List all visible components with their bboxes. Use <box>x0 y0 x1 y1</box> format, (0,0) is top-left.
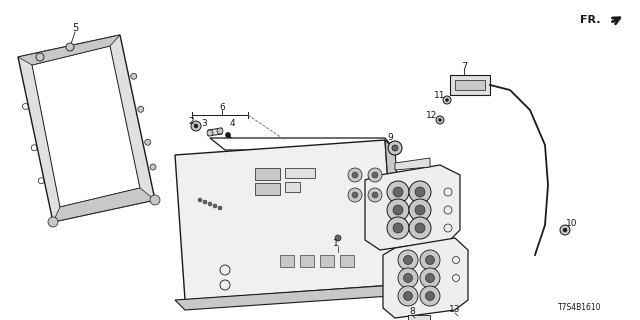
Circle shape <box>191 121 201 131</box>
Polygon shape <box>385 140 405 290</box>
Circle shape <box>66 43 74 51</box>
Circle shape <box>420 250 440 270</box>
Bar <box>255 168 280 180</box>
Circle shape <box>150 164 156 170</box>
Text: 6: 6 <box>219 102 225 111</box>
Circle shape <box>352 192 358 198</box>
Circle shape <box>352 172 358 178</box>
Circle shape <box>445 99 449 101</box>
Circle shape <box>563 228 567 232</box>
Circle shape <box>207 130 213 136</box>
Circle shape <box>393 205 403 215</box>
Circle shape <box>398 268 418 288</box>
Circle shape <box>150 195 160 205</box>
Bar <box>455 80 485 90</box>
Circle shape <box>403 255 413 265</box>
Circle shape <box>387 181 409 203</box>
Circle shape <box>392 145 398 151</box>
Text: FR.: FR. <box>580 15 600 25</box>
Circle shape <box>198 198 202 202</box>
Polygon shape <box>18 35 155 222</box>
Circle shape <box>213 204 217 208</box>
Circle shape <box>372 172 378 178</box>
Polygon shape <box>32 46 140 207</box>
Text: 8: 8 <box>409 308 415 316</box>
Circle shape <box>436 116 444 124</box>
Circle shape <box>415 205 425 215</box>
Circle shape <box>348 188 362 202</box>
Circle shape <box>393 187 403 197</box>
Circle shape <box>420 268 440 288</box>
Circle shape <box>403 274 413 283</box>
Circle shape <box>36 53 44 61</box>
Bar <box>340 255 354 267</box>
Circle shape <box>387 217 409 239</box>
Text: 11: 11 <box>435 92 445 100</box>
Circle shape <box>388 141 402 155</box>
Circle shape <box>372 192 378 198</box>
Circle shape <box>415 223 425 233</box>
Bar <box>280 255 294 267</box>
Text: T7S4B1610: T7S4B1610 <box>558 303 602 313</box>
Circle shape <box>409 181 431 203</box>
Circle shape <box>145 139 151 145</box>
Circle shape <box>203 200 207 204</box>
Bar <box>285 168 315 178</box>
Circle shape <box>194 124 198 128</box>
Circle shape <box>426 292 435 300</box>
Polygon shape <box>208 128 222 136</box>
Circle shape <box>335 235 341 241</box>
Circle shape <box>48 217 58 227</box>
Circle shape <box>393 223 403 233</box>
Circle shape <box>403 292 413 300</box>
Text: 9: 9 <box>387 133 393 142</box>
Circle shape <box>218 206 222 210</box>
Circle shape <box>438 118 442 122</box>
Circle shape <box>420 286 440 306</box>
Circle shape <box>348 168 362 182</box>
Circle shape <box>387 199 409 221</box>
Text: 3: 3 <box>201 119 207 129</box>
Circle shape <box>409 217 431 239</box>
Text: 5: 5 <box>72 23 78 33</box>
Circle shape <box>138 106 144 112</box>
Polygon shape <box>383 238 468 318</box>
Circle shape <box>443 96 451 104</box>
Circle shape <box>217 128 223 134</box>
Circle shape <box>409 199 431 221</box>
Text: 10: 10 <box>566 219 578 228</box>
Polygon shape <box>53 188 155 222</box>
Circle shape <box>426 255 435 265</box>
Text: 1: 1 <box>333 238 339 247</box>
Polygon shape <box>395 158 430 170</box>
Polygon shape <box>175 140 395 300</box>
Circle shape <box>225 132 230 138</box>
Text: 12: 12 <box>426 111 438 121</box>
Polygon shape <box>408 315 430 320</box>
Text: 7: 7 <box>461 62 467 72</box>
Polygon shape <box>450 75 490 95</box>
Circle shape <box>208 202 212 206</box>
Bar <box>285 182 300 192</box>
Bar <box>300 255 314 267</box>
Polygon shape <box>365 165 460 250</box>
Text: 4: 4 <box>229 118 235 127</box>
Text: 13: 13 <box>449 306 461 315</box>
Circle shape <box>131 73 137 79</box>
Polygon shape <box>175 285 405 310</box>
Circle shape <box>398 250 418 270</box>
Circle shape <box>560 225 570 235</box>
Circle shape <box>398 286 418 306</box>
Circle shape <box>368 168 382 182</box>
Circle shape <box>415 187 425 197</box>
Circle shape <box>368 188 382 202</box>
Circle shape <box>426 274 435 283</box>
Bar <box>320 255 334 267</box>
Bar <box>255 183 280 195</box>
Text: 2: 2 <box>188 117 194 126</box>
Polygon shape <box>210 138 395 150</box>
Polygon shape <box>18 35 120 65</box>
